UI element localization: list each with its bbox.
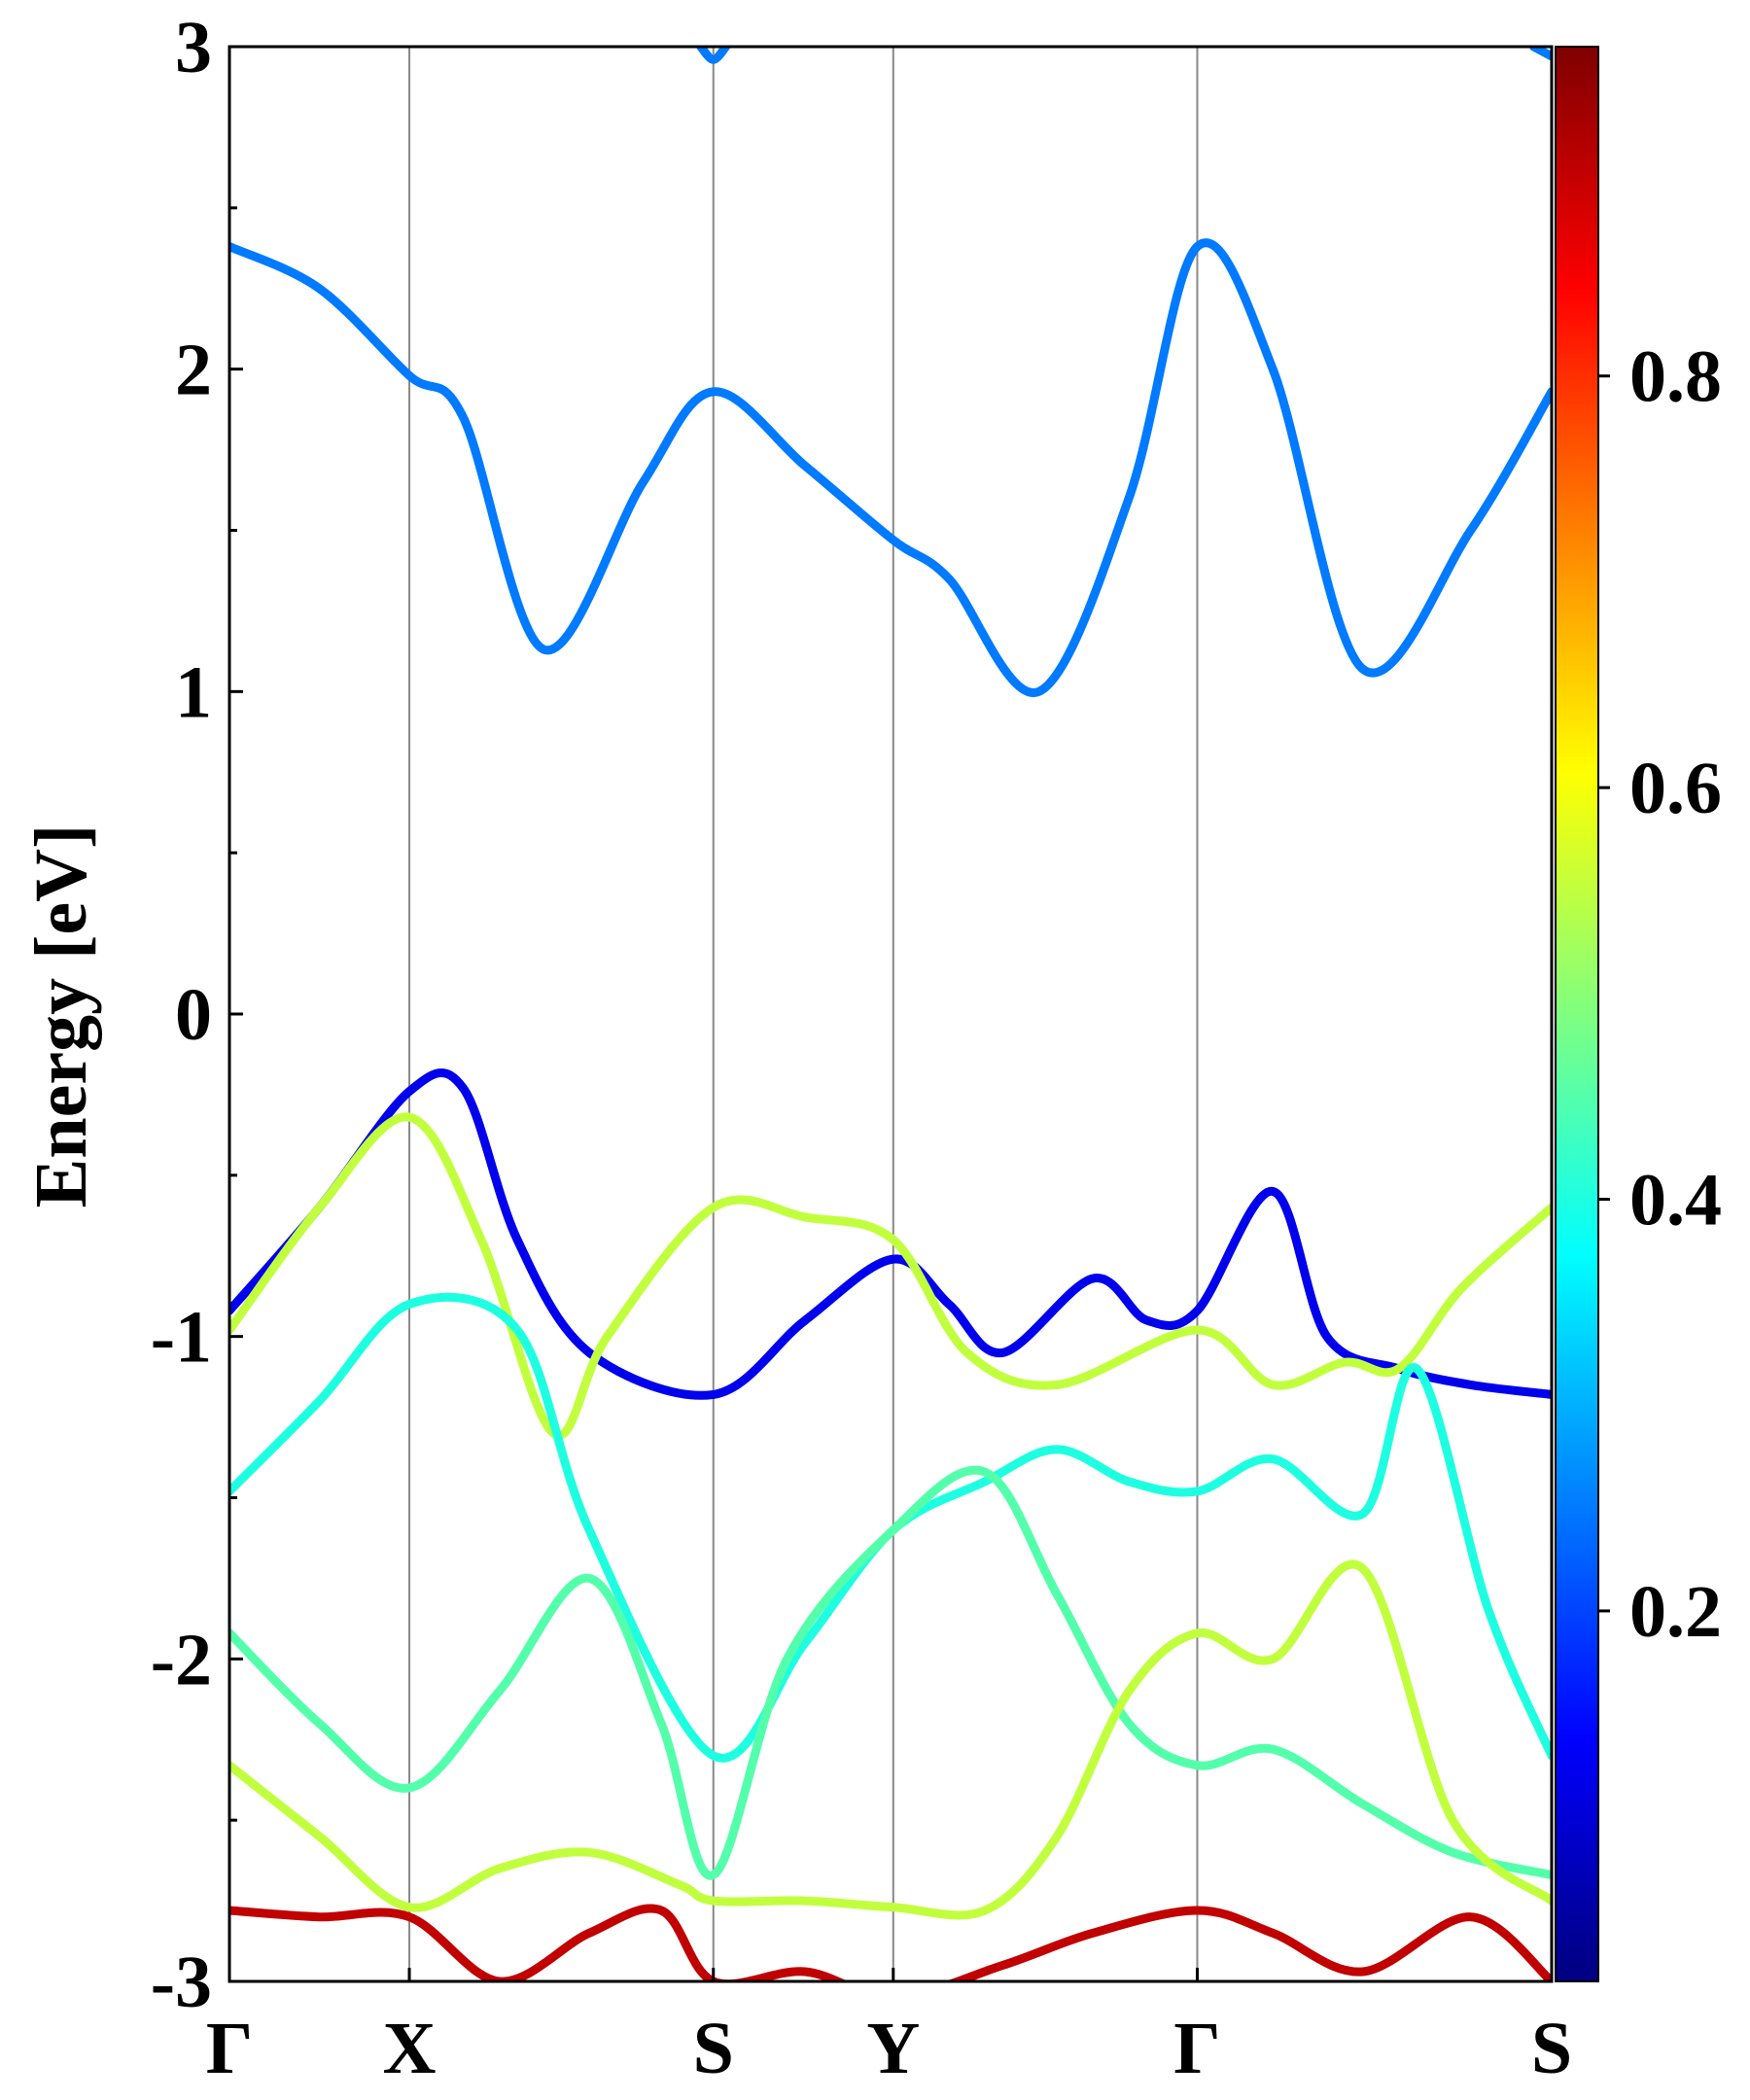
colorbar <box>1555 46 1599 1982</box>
y-tick-label: 0 <box>175 974 212 1056</box>
x-tick-label: Γ <box>1173 2008 1220 2089</box>
x-tick-label: Y <box>866 2008 920 2089</box>
kpoint-gridlines <box>408 47 1199 1981</box>
y-tick-label: 3 <box>175 7 212 88</box>
band-lines <box>229 47 1552 1981</box>
colorbar-tick-label: 0.8 <box>1629 336 1722 418</box>
colorbar-tick-label: 0.4 <box>1629 1160 1722 1242</box>
colorbar-tick-label: 0.2 <box>1629 1571 1722 1653</box>
band-line <box>229 1068 1552 1400</box>
y-axis-title: Energy [eV] <box>20 824 102 1208</box>
y-tick-label: 2 <box>175 330 212 411</box>
band-line <box>229 1292 1552 1763</box>
band-line <box>696 47 731 64</box>
colorbar-tick-label: 0.6 <box>1629 748 1722 829</box>
band-line <box>229 1465 1552 1880</box>
plot-frame <box>228 45 1554 1983</box>
x-tick-label: S <box>693 2008 734 2089</box>
y-tick-label: -1 <box>151 1297 212 1379</box>
band-line <box>229 1904 1552 1981</box>
y-tick-label: -3 <box>151 1942 212 2023</box>
band-line <box>229 238 1552 697</box>
y-axis-ticks: 3 2 1 0 -1 -2 -3 <box>151 7 243 2023</box>
x-tick-label: S <box>1531 2008 1572 2089</box>
band-line <box>229 1559 1552 1920</box>
y-tick-label: 1 <box>175 651 212 733</box>
x-tick-label: X <box>383 2008 437 2089</box>
colorbar-ticks: 0.2 0.4 0.6 0.8 <box>1598 336 1722 1653</box>
x-tick-label: Γ <box>206 2008 253 2089</box>
y-tick-label: -2 <box>151 1619 212 1700</box>
band-line <box>229 1112 1552 1440</box>
